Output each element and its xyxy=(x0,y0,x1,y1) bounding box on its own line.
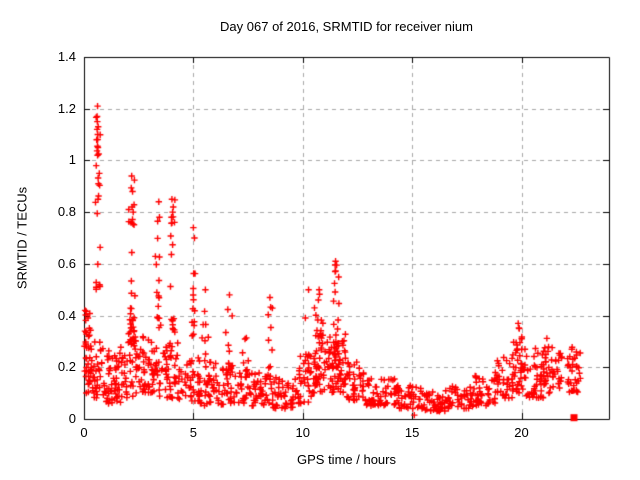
x-tick-label: 10 xyxy=(295,425,310,440)
x-tick-label: 0 xyxy=(80,425,88,440)
y-tick-label: 1.2 xyxy=(57,100,76,116)
y-tick-label: 1.4 xyxy=(57,49,76,64)
x-tick-label: 15 xyxy=(404,425,420,440)
y-tick-label: 1 xyxy=(68,152,76,168)
y-tick-label: 0.2 xyxy=(57,359,76,375)
y-tick-label: 0.4 xyxy=(57,307,76,323)
y-tick-label: 0.6 xyxy=(57,255,76,271)
y-tick-label: 0 xyxy=(68,411,76,426)
chart-title: Day 067 of 2016, SRMTID for receiver niu… xyxy=(220,19,473,34)
x-axis-label: GPS time / hours xyxy=(297,452,396,467)
x-tick-label: 5 xyxy=(189,425,197,440)
y-tick-label: 0.8 xyxy=(57,204,76,220)
y-axis-label: SRMTID / TECUs xyxy=(14,186,30,290)
x-tick-label: 20 xyxy=(514,425,529,440)
